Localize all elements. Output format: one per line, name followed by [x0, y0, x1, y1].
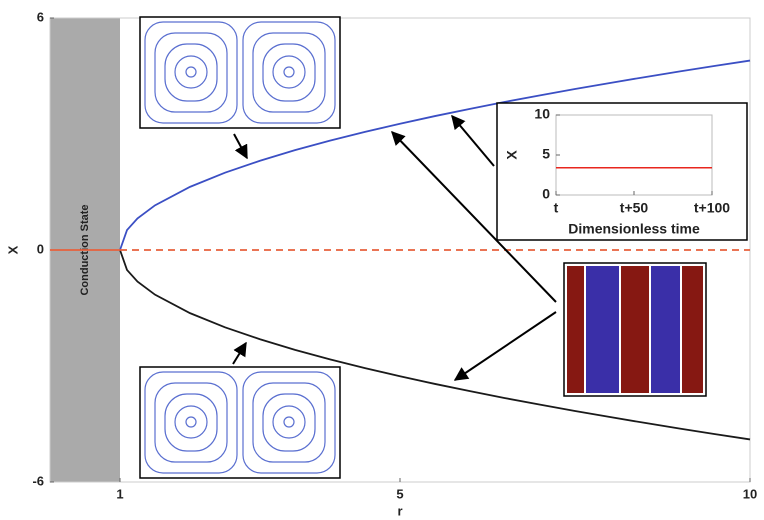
y-tick-label: 0 [37, 241, 44, 256]
x-axis-label: Dimensionless time [568, 221, 700, 237]
streamline-inset-bottom [140, 367, 340, 478]
x-tick-label: 5 [396, 486, 403, 501]
y-tick-label: 5 [542, 146, 550, 162]
time-series-inset: 0 5 10 t t+50 t+100 Dimensionless time X [497, 103, 747, 240]
x-tick-label: 1 [116, 486, 123, 501]
chart: Conduction State-6061510rX [0, 0, 764, 520]
stripe-image [564, 263, 706, 396]
x-tick-label: 10 [743, 486, 757, 501]
y-tick-label: 6 [37, 9, 44, 24]
y-axis-label: X [504, 150, 520, 160]
x-axis-label: r [397, 503, 402, 518]
y-tick-label: 0 [542, 186, 550, 202]
x-tick-label: t+100 [694, 200, 730, 216]
streamline-inset-top [140, 17, 340, 128]
y-axis-label: X [5, 245, 20, 254]
y-tick-label: 10 [534, 106, 550, 122]
y-tick-label: -6 [32, 473, 44, 488]
x-tick-label: t [554, 200, 559, 216]
x-tick-label: t+50 [620, 200, 649, 216]
